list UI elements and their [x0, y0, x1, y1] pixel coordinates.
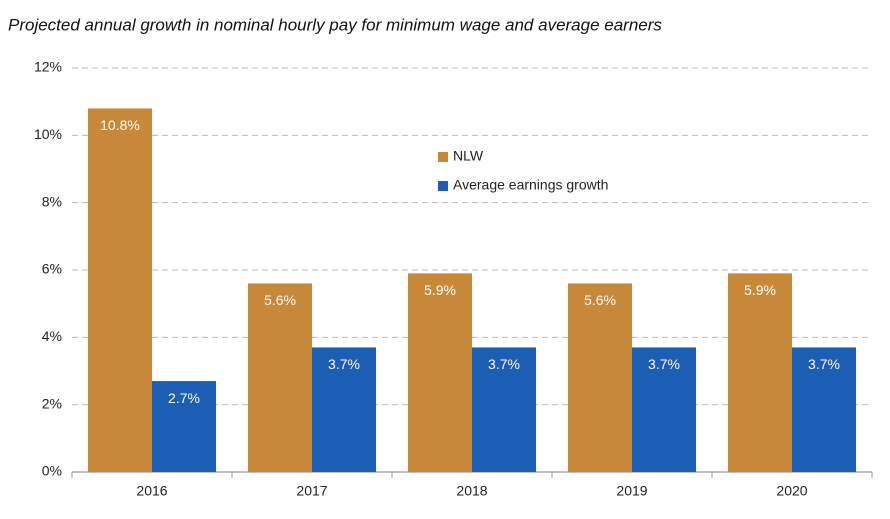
y-tick-label: 4% — [42, 328, 62, 344]
x-tick-label: 2019 — [616, 483, 647, 499]
bar — [568, 283, 632, 472]
legend-swatch — [438, 181, 448, 191]
value-label: 2.7% — [168, 390, 200, 406]
value-label: 3.7% — [328, 356, 360, 372]
value-label: 5.6% — [264, 292, 296, 308]
value-label: 3.7% — [648, 356, 680, 372]
legend-label: Average earnings growth — [453, 177, 608, 193]
x-tick-label: 2018 — [456, 483, 487, 499]
bar — [312, 347, 376, 472]
bar — [472, 347, 536, 472]
value-label: 3.7% — [808, 356, 840, 372]
y-tick-label: 2% — [42, 395, 62, 411]
bar — [88, 108, 152, 473]
legend-label: NLW — [453, 148, 484, 164]
value-label: 5.9% — [424, 282, 456, 298]
y-tick-label: 6% — [42, 261, 62, 277]
x-tick-label: 2017 — [296, 483, 327, 499]
bar — [248, 283, 312, 472]
bar — [632, 347, 696, 472]
value-label: 10.8% — [100, 117, 140, 133]
bar — [792, 347, 856, 472]
value-label: 3.7% — [488, 356, 520, 372]
value-label: 5.6% — [584, 292, 616, 308]
y-tick-label: 10% — [34, 126, 62, 142]
bar — [152, 381, 216, 472]
chart-title: Projected annual growth in nominal hourl… — [8, 15, 662, 34]
bar — [728, 273, 792, 472]
legend-swatch — [438, 152, 448, 162]
y-tick-label: 8% — [42, 193, 62, 209]
x-tick-label: 2016 — [136, 483, 167, 499]
y-tick-label: 12% — [34, 59, 62, 75]
value-label: 5.9% — [744, 282, 776, 298]
x-tick-label: 2020 — [776, 483, 807, 499]
bar — [408, 273, 472, 472]
y-tick-label: 0% — [42, 463, 62, 479]
